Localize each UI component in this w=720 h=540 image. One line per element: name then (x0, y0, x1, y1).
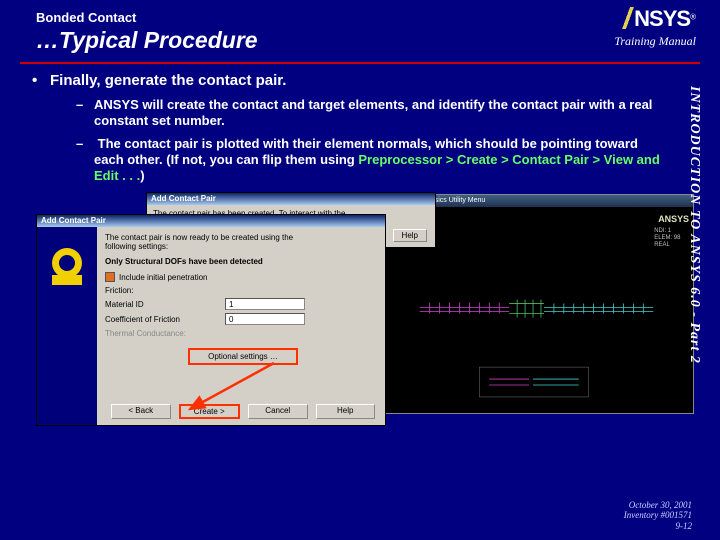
bullet-sub-2b: ) (140, 168, 144, 183)
dialog1-line2: following settings: (105, 242, 377, 251)
divider (20, 62, 700, 64)
material-id-label: Material ID (105, 300, 225, 309)
footer: October 30, 2001 Inventory #001571 9-12 (624, 500, 692, 532)
wizard-dialog: Add Contact Pair The contact pair is now… (36, 214, 386, 426)
friction-label: Friction: (105, 286, 377, 295)
penetration-label: Include initial penetration (119, 273, 208, 282)
wizard-icon (45, 245, 89, 289)
plot-legend-3: REAL (654, 242, 670, 248)
penetration-checkbox[interactable] (105, 272, 115, 282)
help-button-1[interactable]: Help (316, 404, 376, 419)
dialog1-line1: The contact pair is now ready to be crea… (105, 233, 377, 242)
help-button-2[interactable]: Help (393, 229, 427, 242)
dialog1-title: Add Contact Pair (37, 215, 385, 227)
dialog2-title: Add Contact Pair (147, 193, 435, 205)
plot-legend-1: NDI: 1 (654, 228, 672, 234)
thermal-label: Thermal Conductance: (105, 329, 377, 338)
side-title: INTRODUCTION TO ANSYS 6.0 - Part 2 (684, 86, 702, 481)
topic-label: Bonded Contact (36, 10, 696, 25)
footer-date: October 30, 2001 (624, 500, 692, 511)
footer-page: 9-12 (624, 521, 692, 532)
brand-logo: NSYS® Training Manual (614, 6, 696, 49)
wizard-sidebar (37, 227, 97, 425)
bullet-sub-2: The contact pair is plotted with their e… (76, 136, 670, 185)
brand-text: NSYS (634, 6, 690, 31)
bullet-sub-1: ANSYS will create the contact and target… (76, 97, 670, 130)
bullet-main: Finally, generate the contact pair. (32, 72, 670, 89)
training-label: Training Manual (614, 34, 696, 49)
plot-legend-2: ELEM: 98 (654, 235, 681, 241)
cancel-button[interactable]: Cancel (248, 404, 308, 419)
coef-label: Coefficient of Friction (105, 315, 225, 324)
coef-input[interactable]: 0 (225, 313, 305, 325)
optional-settings-button[interactable]: Optional settings … (188, 348, 298, 365)
page-title: …Typical Procedure (36, 27, 696, 54)
create-button[interactable]: Create > (179, 404, 241, 419)
back-button[interactable]: < Back (111, 404, 171, 419)
dialog1-note: Only Structural DOFs have been detected (105, 257, 377, 266)
footer-inventory: Inventory #001571 (624, 510, 692, 521)
material-id-input[interactable]: 1 (225, 298, 305, 310)
